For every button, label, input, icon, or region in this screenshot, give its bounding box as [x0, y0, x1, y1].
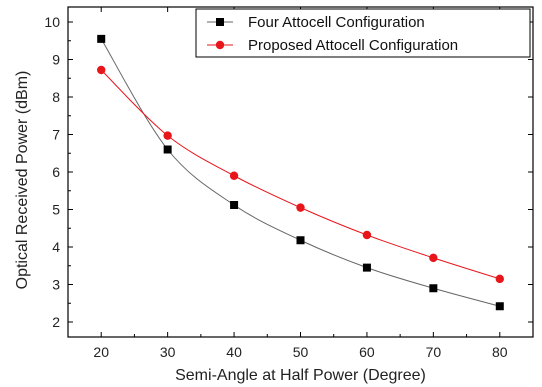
x-tick-label: 60 [359, 344, 375, 360]
legend: Four Attocell Configuration Proposed Att… [195, 8, 531, 58]
y-tick-label: 8 [52, 89, 60, 105]
x-axis-label: Semi-Angle at Half Power (Degree) [175, 367, 426, 384]
y-tick-label: 9 [52, 52, 60, 68]
data-point-square [296, 236, 305, 245]
legend-item: Four Attocell Configuration [207, 14, 425, 31]
series-four-attocell [97, 34, 504, 311]
series-line [100, 69, 500, 280]
y-tick-label: 7 [52, 127, 60, 143]
x-tick-label: 40 [226, 344, 242, 360]
series-layer [97, 34, 504, 311]
data-point-square [230, 201, 239, 209]
y-tick-label: 4 [52, 239, 60, 255]
series-proposed-attocell [97, 65, 504, 284]
series-line [100, 38, 500, 307]
legend-marker-square [216, 18, 224, 26]
y-axis-label: Optical Received Power (dBm) [14, 71, 31, 290]
data-point-circle [362, 230, 372, 240]
legend-label: Proposed Attocell Configuration [248, 37, 458, 54]
legend-label: Four Attocell Configuration [248, 14, 425, 31]
x-tick-label: 30 [160, 344, 176, 360]
legend-marker-circle [215, 40, 225, 50]
y-tick-label: 6 [52, 164, 60, 180]
y-axis-ticks: 2 3 4 5 6 7 8 9 10 [44, 14, 533, 330]
legend-item: Proposed Attocell Configuration [207, 37, 458, 54]
y-tick-label: 3 [52, 277, 60, 293]
data-point-square [429, 284, 438, 293]
data-point-circle [296, 203, 305, 212]
data-point-circle [97, 65, 106, 75]
data-point-circle [163, 131, 172, 140]
data-point-square [362, 263, 371, 272]
data-point-circle [495, 274, 504, 284]
x-tick-label: 50 [293, 344, 309, 360]
x-tick-label: 80 [492, 344, 508, 360]
y-tick-label: 5 [52, 202, 60, 218]
data-point-square [163, 145, 172, 154]
x-tick-label: 20 [93, 344, 109, 360]
y-tick-label: 10 [44, 14, 60, 30]
data-point-square [97, 34, 106, 43]
x-tick-label: 70 [426, 344, 442, 360]
data-point-square [495, 302, 504, 311]
y-tick-label: 2 [52, 314, 60, 330]
data-point-circle [229, 171, 239, 180]
data-point-circle [429, 253, 438, 263]
legend-box [195, 8, 531, 58]
x-axis-ticks: 20 30 40 50 60 70 80 [93, 7, 508, 360]
